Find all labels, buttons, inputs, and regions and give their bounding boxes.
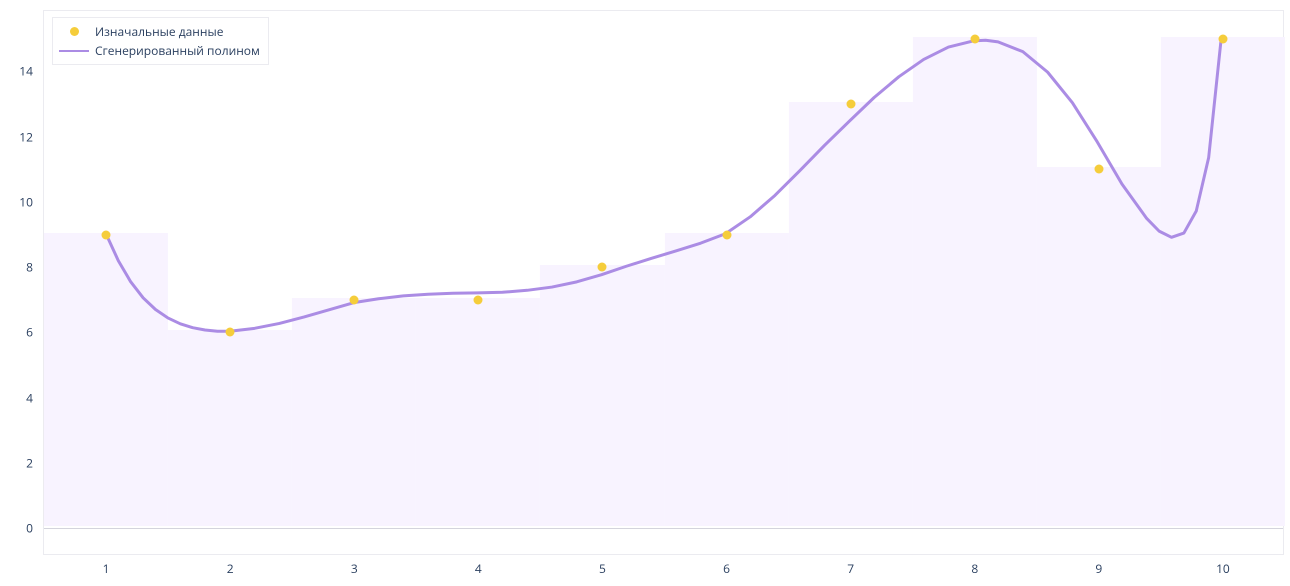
plot-area[interactable]: 0246810121412345678910 — [43, 10, 1284, 555]
x-tick-label: 7 — [847, 554, 854, 577]
legend-item[interactable]: Сгенерированный полином — [59, 41, 260, 60]
y-tick-label: 14 — [19, 63, 44, 80]
y-tick-label: 6 — [26, 324, 44, 341]
data-point[interactable] — [846, 100, 855, 109]
data-point[interactable] — [102, 230, 111, 239]
data-point[interactable] — [722, 230, 731, 239]
x-tick-label: 8 — [971, 554, 978, 577]
data-point[interactable] — [226, 328, 235, 337]
data-point[interactable] — [1094, 165, 1103, 174]
x-tick-label: 9 — [1095, 554, 1102, 577]
x-tick-label: 6 — [723, 554, 730, 577]
x-tick-label: 2 — [227, 554, 234, 577]
legend[interactable]: Изначальные данныеСгенерированный полино… — [52, 17, 269, 65]
x-tick-label: 3 — [351, 554, 358, 577]
y-tick-label: 2 — [26, 454, 44, 471]
x-tick-label: 1 — [103, 554, 110, 577]
y-tick-label: 10 — [19, 193, 44, 210]
y-tick-label: 0 — [26, 520, 44, 537]
y-tick-label: 12 — [19, 128, 44, 145]
x-tick-label: 10 — [1216, 554, 1230, 577]
legend-label: Изначальные данные — [95, 23, 223, 41]
data-point[interactable] — [598, 263, 607, 272]
legend-item[interactable]: Изначальные данные — [59, 22, 260, 41]
data-point[interactable] — [1218, 34, 1227, 43]
y-tick-label: 4 — [26, 389, 44, 406]
legend-label: Сгенерированный полином — [95, 42, 260, 60]
data-point[interactable] — [350, 295, 359, 304]
data-point[interactable] — [474, 295, 483, 304]
polynomial-curve[interactable] — [44, 11, 1283, 554]
x-tick-label: 5 — [599, 554, 606, 577]
data-point[interactable] — [970, 34, 979, 43]
legend-marker-icon — [59, 25, 89, 39]
chart-container: 0246810121412345678910 Изначальные данны… — [0, 0, 1290, 586]
y-tick-label: 8 — [26, 259, 44, 276]
legend-line-icon — [59, 44, 89, 58]
x-tick-label: 4 — [475, 554, 482, 577]
